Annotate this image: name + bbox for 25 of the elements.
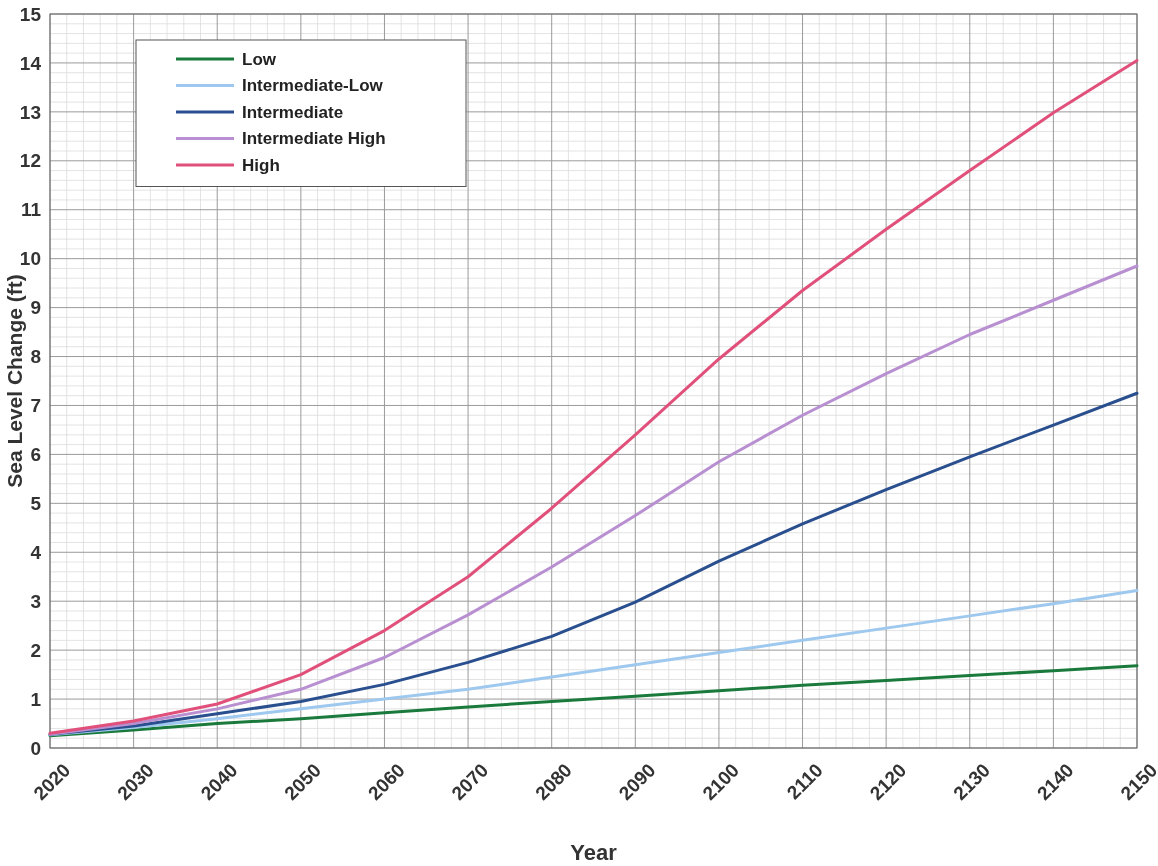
legend-label: Intermediate High <box>242 129 386 149</box>
y-tick-label: 12 <box>19 150 41 172</box>
y-tick-label: 11 <box>20 199 42 221</box>
y-tick-label: 8 <box>30 346 41 368</box>
y-tick-label: 6 <box>30 444 41 466</box>
legend-label: Low <box>242 49 277 69</box>
x-axis-title: Year <box>570 840 618 865</box>
y-tick-label: 4 <box>30 541 42 563</box>
y-tick-label: 3 <box>30 590 41 612</box>
legend-label: Intermediate-Low <box>242 76 384 96</box>
line-series <box>48 664 1139 738</box>
y-tick-label: 0 <box>30 737 41 759</box>
y-tick-label: 10 <box>19 248 41 270</box>
y-tick-label: 2 <box>30 639 41 661</box>
y-tick-label: 7 <box>30 395 41 417</box>
y-axis-title: Sea Level Change (ft) <box>3 274 26 488</box>
y-tick-label: 14 <box>19 52 42 74</box>
legend-label: Intermediate <box>242 102 344 122</box>
line-series <box>48 264 1139 736</box>
y-tick-label: 9 <box>30 297 41 319</box>
y-tick-label: 15 <box>19 3 42 25</box>
y-tick-label: 1 <box>30 688 42 710</box>
y-tick-label: 5 <box>30 492 42 514</box>
legend-label: High <box>242 155 280 175</box>
y-tick-label: 13 <box>19 101 41 123</box>
